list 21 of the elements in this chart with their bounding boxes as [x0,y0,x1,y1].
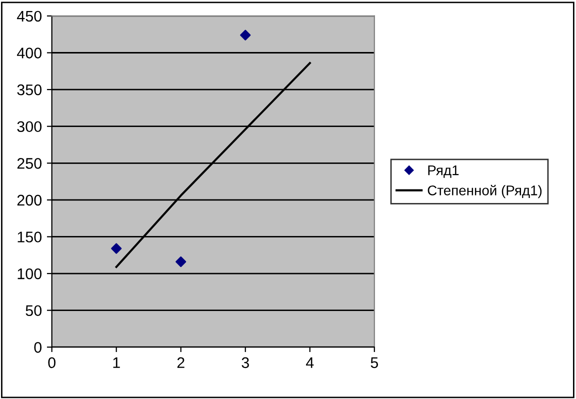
y-tick-label: 400 [16,48,42,58]
x-tick-label: 5 [370,357,378,368]
legend-label: Ряд1 [428,166,459,178]
point [176,256,186,268]
y-tick-label: 150 [18,232,42,242]
point [111,243,122,254]
point [240,30,251,40]
y-tick-label: 450 [16,10,42,22]
y-tick-label: 250 [17,158,42,169]
x-tick-label: 1 [113,357,120,368]
x-tick-label: 3 [242,357,249,368]
legend-label: Степенной (Ряд1) [428,184,542,198]
y-tick-label: 100 [18,268,42,280]
x-tick-label: 0 [48,357,56,368]
y-tick-label: 300 [17,121,42,132]
y-tick-label: 350 [17,84,42,96]
y-tick-label: 0 [34,342,42,353]
y-tick-label: 200 [17,194,42,206]
x-tick-label: 2 [177,357,184,368]
x-tick-label: 4 [306,357,314,368]
y-tick-label: 50 [26,305,42,316]
